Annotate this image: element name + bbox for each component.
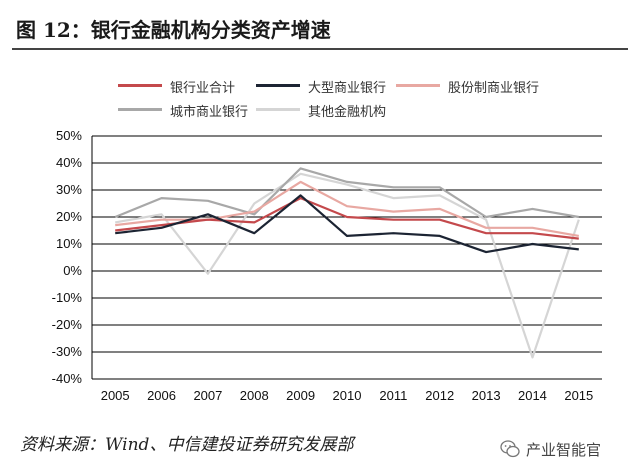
- x-tick-label: 2015: [564, 388, 593, 403]
- y-tick-label: -40%: [52, 371, 83, 386]
- x-tick-label: 2005: [101, 388, 130, 403]
- y-tick-label: -10%: [52, 290, 83, 305]
- legend-swatch: [256, 108, 300, 111]
- legend-swatch: [396, 84, 440, 87]
- series-line-city-commercial: [114, 167, 579, 219]
- legend-label: 其他金融机构: [308, 105, 387, 120]
- figure-title: 图 12：银行金融机构分类资产增速: [16, 18, 331, 42]
- y-tick-label: 20%: [56, 209, 82, 224]
- y-tick-label: 30%: [56, 182, 82, 197]
- x-tick-label: 2007: [193, 388, 222, 403]
- title-rule: [12, 48, 628, 50]
- legend-swatch: [118, 108, 162, 111]
- x-tick-label: 2014: [518, 388, 547, 403]
- legend-swatch: [118, 84, 162, 87]
- x-tick-label: 2011: [379, 388, 407, 403]
- y-tick-label: 0%: [63, 263, 82, 278]
- legend-label: 股份制商业银行: [448, 81, 540, 96]
- y-tick-label: -30%: [52, 344, 83, 359]
- series-line-other-financial: [115, 172, 580, 359]
- source-note: 资料来源：Wind、中信建投证券研究发展部: [20, 435, 354, 455]
- y-tick-label: 50%: [56, 128, 82, 143]
- wechat-icon: [500, 440, 520, 458]
- x-tick-label: 2008: [240, 388, 269, 403]
- x-tick-label: 2009: [286, 388, 315, 403]
- x-tick-label: 2006: [147, 388, 176, 403]
- watermark-text: 产业智能官: [526, 441, 602, 459]
- legend-swatch: [256, 84, 300, 87]
- legend-label: 城市商业银行: [170, 105, 249, 120]
- series-line-large-commercial: [115, 194, 579, 254]
- y-tick-label: 10%: [56, 236, 82, 251]
- y-tick-label: -20%: [52, 317, 83, 332]
- y-tick-label: 40%: [56, 155, 82, 170]
- series-line-banking-total: [115, 197, 579, 240]
- x-tick-label: 2012: [425, 388, 454, 403]
- x-tick-label: 2013: [472, 388, 501, 403]
- x-tick-label: 2010: [333, 388, 362, 403]
- legend-label: 大型商业银行: [308, 81, 387, 96]
- legend-label: 银行业合计: [170, 81, 236, 96]
